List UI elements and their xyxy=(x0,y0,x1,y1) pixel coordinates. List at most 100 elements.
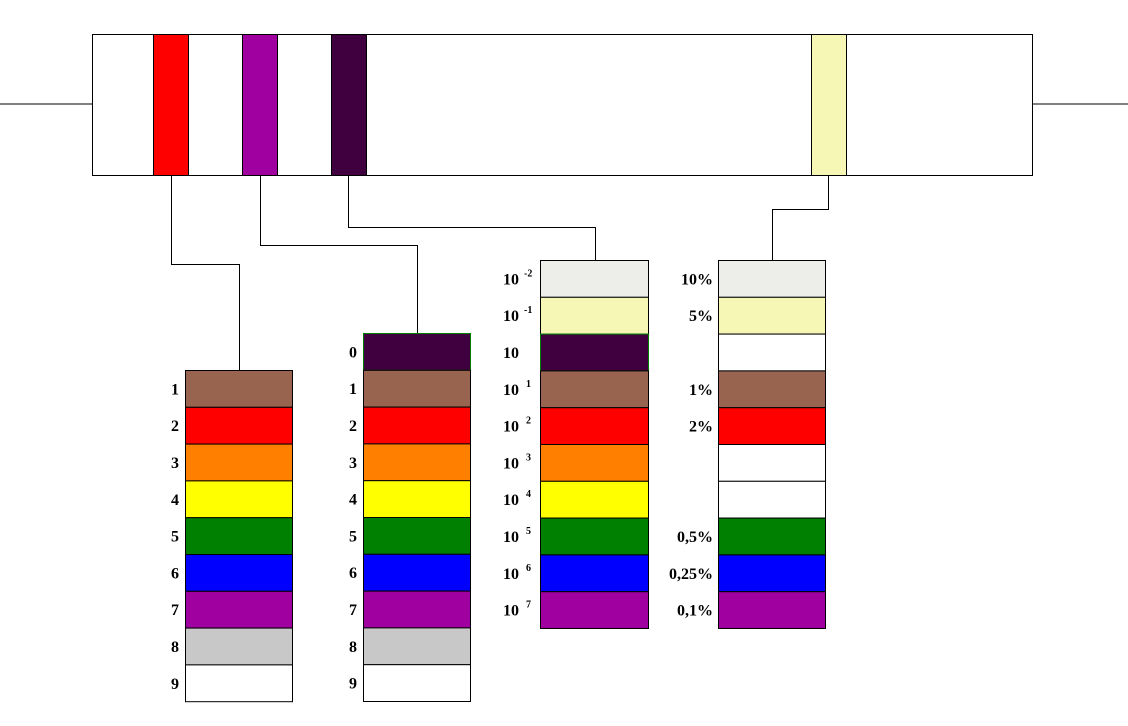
multiplier-cell xyxy=(540,480,649,519)
second-digit-cell xyxy=(363,627,471,666)
first-digit-label: 7 xyxy=(171,602,179,619)
multiplier-cell xyxy=(540,407,649,446)
multiplier-cell xyxy=(540,370,649,409)
first-digit-label: 6 xyxy=(171,565,179,582)
multiplier-cell xyxy=(540,554,649,593)
second-digit-label: 7 xyxy=(349,602,357,619)
second-digit-label: 0 xyxy=(349,344,357,361)
first-digit-cell xyxy=(185,627,293,666)
second-digit-label: 8 xyxy=(349,639,357,656)
second-digit-label: 9 xyxy=(349,676,357,693)
second-digit-cell xyxy=(363,443,471,482)
second-digit-cell xyxy=(363,664,471,703)
second-digit-cell xyxy=(363,406,471,445)
multiplier-label: 10 xyxy=(503,345,519,362)
tolerance-cell xyxy=(718,480,826,519)
tolerance-cell xyxy=(718,591,826,630)
second-digit-cell xyxy=(363,553,471,592)
first-digit-label: 4 xyxy=(171,492,179,509)
resistor-body-group xyxy=(92,34,1033,176)
second-digit-cell xyxy=(363,590,471,629)
band-1-digit xyxy=(153,34,189,176)
multiplier-cell xyxy=(540,296,649,335)
second-digit-label: 2 xyxy=(349,418,357,435)
band-4-tolerance xyxy=(811,34,847,176)
second-digit-cell xyxy=(363,369,471,408)
first-digit-label: 2 xyxy=(171,418,179,435)
multiplier-table: 10 -2 10 -1 10 10 1 10 2 10 3 10 4 10 5 10 6 10 7 xyxy=(503,260,649,630)
second-digit-cell xyxy=(363,333,471,371)
first-digit-cell xyxy=(185,443,293,482)
multiplier-exponent: 3 xyxy=(526,452,531,463)
first-digit-label: 1 xyxy=(171,381,179,398)
tolerance-label: 10% xyxy=(681,271,713,288)
multiplier-label: 10 xyxy=(503,492,519,509)
first-digit-label: 9 xyxy=(171,676,179,693)
connector-band-4 xyxy=(772,176,829,260)
tolerance-label: 1% xyxy=(689,382,713,399)
tolerance-label: 5% xyxy=(689,308,713,325)
tolerance-cell xyxy=(718,296,826,335)
multiplier-cell xyxy=(540,444,649,482)
multiplier-label: 10 xyxy=(503,529,519,546)
connector-band-1 xyxy=(171,176,240,370)
tolerance-cell xyxy=(718,444,826,482)
connector-lines xyxy=(171,176,829,370)
multiplier-label: 10 xyxy=(503,455,519,472)
first-digit-cell xyxy=(185,664,293,703)
multiplier-cell xyxy=(540,591,649,630)
multiplier-label: 10 xyxy=(503,566,519,583)
second-digit-label: 6 xyxy=(349,565,357,582)
tolerance-cell xyxy=(718,554,826,593)
multiplier-exponent: -1 xyxy=(524,305,532,316)
connector-band-2 xyxy=(260,176,418,333)
first-digit-label: 8 xyxy=(171,639,179,656)
first-digit-label: 5 xyxy=(171,529,179,546)
first-digit-cell xyxy=(185,370,293,408)
tolerance-label: 0,25% xyxy=(669,566,713,583)
multiplier-exponent: 1 xyxy=(526,379,531,390)
first-digit-cell xyxy=(185,480,293,519)
multiplier-cell xyxy=(540,333,649,372)
second-digit-label: 4 xyxy=(349,492,357,509)
tolerance-cell xyxy=(718,333,826,372)
second-digit-label: 3 xyxy=(349,455,357,472)
tolerance-cell xyxy=(718,370,826,409)
multiplier-exponent: -2 xyxy=(524,268,532,279)
tolerance-cell xyxy=(718,407,826,446)
multiplier-label: 10 xyxy=(503,419,519,436)
multiplier-label: 10 xyxy=(503,308,519,325)
multiplier-label: 10 xyxy=(503,271,519,288)
band-2-digit xyxy=(242,34,278,176)
connector-band-3 xyxy=(348,176,596,260)
second-digit-label: 1 xyxy=(349,381,357,398)
tolerance-label: 0,1% xyxy=(677,603,713,620)
band-3-multiplier xyxy=(331,34,367,176)
first-digit-cell xyxy=(185,406,293,445)
second-digit-cell xyxy=(363,517,471,555)
multiplier-exponent: 4 xyxy=(526,489,531,500)
multiplier-exponent: 5 xyxy=(526,526,531,537)
first-digit-cell xyxy=(185,590,293,629)
tolerance-cell xyxy=(718,260,826,298)
second-digit-cell xyxy=(363,480,471,519)
tolerance-table: 10% 5% 1% 2% 0,5% 0,25% 0,1% xyxy=(669,260,826,630)
multiplier-exponent: 2 xyxy=(526,416,531,427)
multiplier-label: 10 xyxy=(503,603,519,620)
first-digit-cell xyxy=(185,554,293,592)
multiplier-label: 10 xyxy=(503,382,519,399)
first-digit-table: 1 2 3 4 5 6 7 8 9 xyxy=(171,370,293,703)
multiplier-exponent: 7 xyxy=(526,600,531,611)
first-digit-label: 3 xyxy=(171,455,179,472)
first-digit-cell xyxy=(185,517,293,556)
tolerance-label: 2% xyxy=(689,419,713,436)
second-digit-table: 0 1 2 3 4 5 6 7 8 9 xyxy=(349,333,471,703)
multiplier-cell xyxy=(540,517,649,556)
second-digit-label: 5 xyxy=(349,528,357,545)
multiplier-exponent: 6 xyxy=(526,563,531,574)
resistor-body xyxy=(92,34,1033,176)
tolerance-cell xyxy=(718,517,826,556)
